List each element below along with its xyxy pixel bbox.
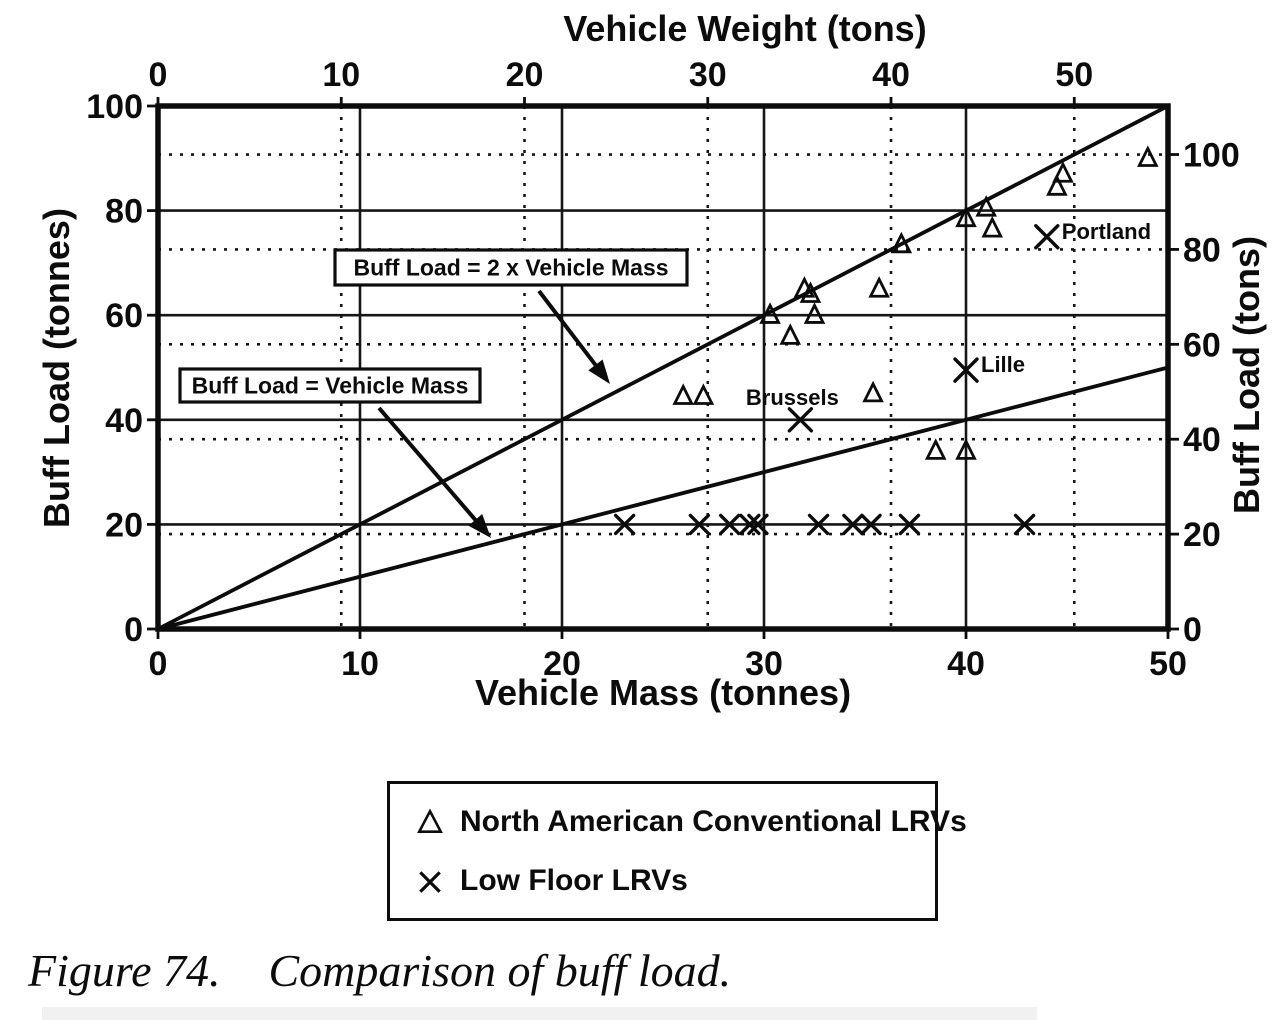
x-marker (718, 513, 741, 536)
x-marker (688, 513, 711, 536)
x-marker (1013, 513, 1036, 536)
triangle-marker (692, 383, 715, 405)
right-axis-title: Buff Load (tons) (1226, 236, 1267, 514)
triangle-marker (1137, 145, 1159, 167)
left-axis-tick-label: 80 (105, 193, 143, 231)
right-axis-tick-label: 40 (1183, 421, 1221, 459)
bottom-axis-tick-label: 0 (149, 645, 168, 683)
triangle-marker (975, 195, 997, 217)
right-axis-tick-label: 80 (1183, 231, 1221, 269)
bottom-axis-tick-label: 20 (543, 645, 581, 683)
triangle-marker (1046, 174, 1068, 196)
left-axis-tick-label: 60 (105, 297, 143, 335)
triangle-marker (955, 438, 977, 460)
annotation-arrow (537, 289, 605, 376)
bottom-axis-tick-label: 40 (947, 645, 985, 683)
plot-frame (155, 103, 1171, 632)
top-axis-tick-label: 20 (506, 56, 544, 94)
figure-title: Comparison of buff load. (268, 945, 732, 996)
x-marker (613, 513, 636, 536)
bottom-axis-title: Vehicle Mass (tonnes) (474, 672, 852, 713)
triangle-marker (759, 302, 781, 324)
annotation-arrowhead (468, 513, 491, 538)
triangle-marker (924, 438, 947, 460)
right-axis-tick-label: 100 (1183, 137, 1240, 175)
x-marker-portland (1034, 224, 1060, 250)
x-marker (739, 513, 761, 536)
annotation-box (333, 248, 689, 287)
left-axis-tick-label: 40 (105, 402, 143, 440)
scan-artifact-bar (42, 1007, 1037, 1020)
x-marker (860, 513, 882, 536)
x-marker-brussels (787, 407, 814, 433)
triangle-marker (803, 302, 826, 324)
figure-caption: Figure 74. Comparison of buff load. (28, 944, 731, 997)
figure-number: Figure 74. (28, 945, 221, 996)
triangle-icon (417, 807, 443, 833)
annotation-label: Buff Load = 2 x Vehicle Mass (353, 255, 668, 281)
bottom-axis-tick-label: 50 (1149, 645, 1187, 683)
bottom-axis-tick-label: 30 (745, 645, 783, 683)
triangle-marker (868, 276, 890, 298)
triangle-marker (890, 231, 913, 254)
left-axis-tick-label: 0 (124, 611, 143, 649)
x-marker (747, 513, 769, 536)
city-label-brussels: Brussels (746, 385, 839, 410)
triangle-marker (799, 281, 822, 303)
annotation-box (178, 367, 482, 404)
bottom-axis-tick-label: 10 (341, 645, 379, 683)
top-axis-tick-label: 50 (1055, 56, 1093, 94)
legend-label-lowfloor: Low Floor LRVs (460, 863, 688, 897)
x-icon (419, 870, 441, 893)
left-axis-title: Buff Load (tonnes) (36, 208, 77, 528)
legend: North American Conventional LRVs Low Flo… (387, 781, 967, 921)
x-marker (842, 513, 864, 536)
annotation-label: Buff Load = Vehicle Mass (192, 373, 469, 399)
triangle-marker (862, 380, 884, 403)
x-marker (807, 513, 830, 536)
annotation-arrow (377, 406, 485, 531)
x-marker-lille (953, 357, 979, 383)
legend-item-conventional: North American Conventional LRVs (416, 805, 967, 839)
triangle-marker (1052, 161, 1074, 183)
reference-line-1x (157, 365, 1169, 631)
right-axis-tick-label: 0 (1183, 611, 1202, 649)
triangle-marker (981, 215, 1004, 238)
annotation-arrowhead (588, 359, 610, 384)
legend-item-lowfloor: Low Floor LRVs (416, 864, 935, 898)
right-axis-tick-label: 60 (1183, 326, 1221, 364)
city-label-portland: Portland (1062, 219, 1151, 244)
top-axis-tick-label: 30 (689, 56, 727, 94)
left-axis-tick-label: 20 (105, 506, 143, 544)
triangle-marker (672, 383, 694, 405)
triangle-marker (779, 323, 802, 345)
right-axis-tick-label: 20 (1183, 516, 1221, 554)
top-axis-tick-label: 40 (872, 56, 910, 94)
triangle-marker (955, 205, 977, 228)
legend-label-conventional: North American Conventional LRVs (460, 804, 967, 838)
top-axis-title: Vehicle Weight (tons) (563, 8, 927, 49)
x-marker (898, 513, 921, 536)
left-axis-tick-label: 100 (86, 88, 143, 126)
top-axis-tick-label: 10 (322, 56, 360, 94)
reference-line-2x (157, 104, 1169, 631)
city-label-lille: Lille (981, 352, 1025, 377)
top-axis-tick-label: 0 (149, 56, 168, 94)
